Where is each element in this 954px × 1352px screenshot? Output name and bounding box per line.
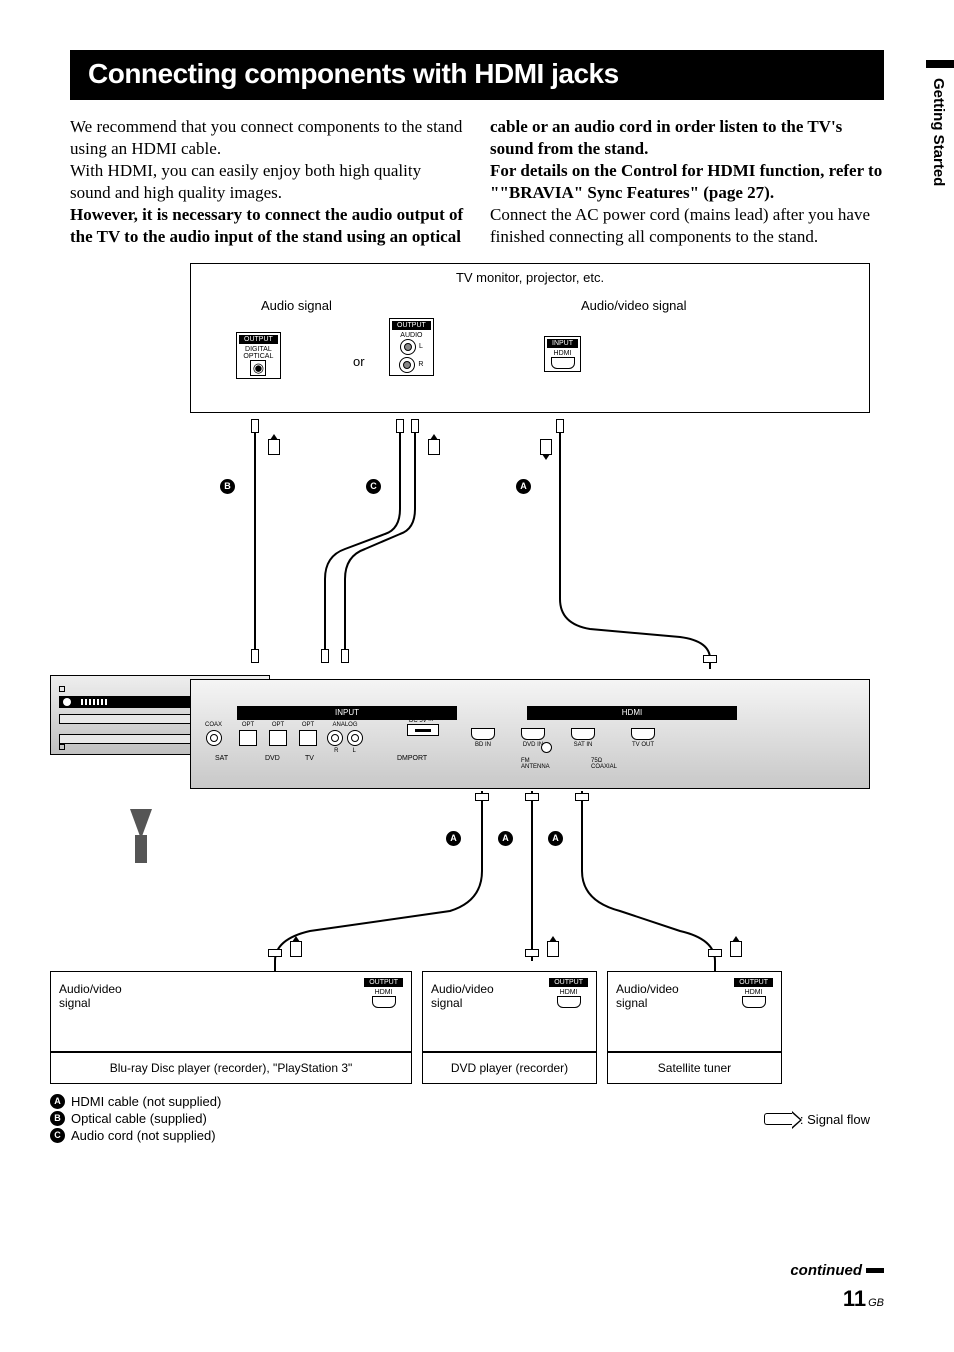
legend-item-c: CAudio cord (not supplied) [50,1128,221,1143]
marker-a: A [516,479,531,494]
fm-antenna-label: FM ANTENNA [521,758,550,770]
plug-icon [321,649,329,663]
section-tab-label: Getting Started [926,68,947,186]
analog-port: ANALOG RL [327,722,363,754]
dvd-label: DVD [265,755,280,762]
para4-bold: For details on the Control for HDMI func… [490,161,882,202]
av-signal-label: Audio/video signal [581,298,687,313]
av-signal-label: Audio/video signal [616,982,679,1011]
marker-a: A [548,831,563,846]
output-label-2: OUTPUT [392,321,431,330]
continued-mark-icon [866,1268,884,1273]
flow-arrow-icon [540,439,552,455]
para2: With HDMI, you can easily enjoy both hig… [70,161,421,202]
tv-out-port: TV OUT [631,724,655,748]
connection-diagram: TV monitor, projector, etc. Audio signal… [190,263,870,1145]
plug-icon [556,419,564,433]
big-arrow-stem [135,835,147,863]
flow-arrow-icon [730,941,742,957]
legend-item-b: BOptical cable (supplied) [50,1111,221,1126]
dmport-label: DMPORT [397,755,427,762]
bd-in-port: BD IN [471,724,495,748]
signal-flow-icon [764,1113,792,1125]
audio-label: AUDIO [400,332,422,339]
opt-port-3: OPT [299,722,317,748]
plug-icon [251,419,259,433]
legend-signal-flow: : Signal flow [764,1094,870,1145]
flow-arrow-icon [428,439,440,455]
hdmi-output-port: OUTPUT HDMI [734,978,773,1008]
hdmi-output-port: OUTPUT HDMI [549,978,588,1008]
receiver-hdmi-bar: HDMI [527,706,737,720]
source-row: Audio/video signal OUTPUT HDMI Blu-ray D… [50,971,870,1084]
opt-port-1: OPT [239,722,257,748]
source-name: DVD player (recorder) [423,1052,596,1083]
fm-antenna-jack [541,742,552,753]
hdmi-label: HDMI [554,350,572,357]
section-tab: Getting Started [926,60,954,220]
upper-wires [190,419,870,679]
tv-optical-output: OUTPUT DIGITAL OPTICAL ◉ [236,332,281,379]
plug-icon [411,419,419,433]
lower-cable-area: A A A [190,791,870,971]
tv-title: TV monitor, projector, etc. [191,270,869,285]
coax-port: COAX [205,722,222,748]
av-signal-label: Audio/video signal [59,982,122,1011]
intro-text-block: We recommend that you connect components… [70,116,884,249]
marker-a: A [498,831,513,846]
source-bluray: Audio/video signal OUTPUT HDMI Blu-ray D… [50,971,412,1084]
digital-label: DIGITAL [245,346,272,353]
plug-icon [525,949,539,957]
dmport [407,724,439,736]
legend: AHDMI cable (not supplied) BOptical cabl… [50,1094,870,1145]
plug-icon [268,949,282,957]
fm-coax-label: 75Ω COAXIAL [591,758,617,770]
optical-label: OPTICAL [243,353,273,360]
output-label: OUTPUT [239,335,278,344]
audio-signal-label: Audio signal [261,298,332,313]
plug-icon [575,793,589,801]
optical-port-icon: ◉ [250,360,266,376]
tv-label: TV [305,755,314,762]
flow-arrow-icon [547,941,559,957]
plug-icon [708,949,722,957]
right-label: R [418,361,423,368]
tv-analog-output: OUTPUT AUDIO L R [389,318,434,376]
source-name: Blu-ray Disc player (recorder), "PlaySta… [51,1052,411,1083]
hdmi-output-port: OUTPUT HDMI [364,978,403,1008]
plug-icon [251,649,259,663]
opt-port-2: OPT [269,722,287,748]
page-title: Connecting components with HDMI jacks [70,50,884,100]
sat-label: SAT [215,755,228,762]
marker-a: A [446,831,461,846]
para5: Connect the AC power cord (mains lead) a… [490,205,870,246]
hdmi-port-icon [551,357,575,369]
plug-icon [396,419,404,433]
tv-hdmi-input: INPUT HDMI [544,336,581,372]
plug-icon [341,649,349,663]
plug-icon [475,793,489,801]
tv-box: TV monitor, projector, etc. Audio signal… [190,263,870,413]
para1: We recommend that you connect components… [70,117,462,158]
input-label: INPUT [547,339,578,348]
or-label: or [353,354,365,369]
flow-arrow-icon [290,941,302,957]
marker-c: C [366,479,381,494]
upper-cable-area: B C A [190,419,870,679]
left-label: L [419,343,423,350]
page-footer: continued 11GB [790,1262,884,1312]
marker-b: B [220,479,235,494]
source-satellite: Audio/video signal OUTPUT HDMI Satellite… [607,971,782,1084]
sat-in-port: SAT IN [571,724,595,748]
av-signal-label: Audio/video signal [431,982,494,1011]
plug-icon [703,655,717,663]
continued-label: continued [790,1262,862,1279]
receiver-unit: INPUT HDMI COAX OPT OPT OPT ANALOG [190,679,870,789]
page-number: 11GB [790,1286,884,1312]
flow-arrow-icon [268,439,280,455]
plug-icon [525,793,539,801]
source-dvd: Audio/video signal OUTPUT HDMI DVD playe… [422,971,597,1084]
legend-item-a: AHDMI cable (not supplied) [50,1094,221,1109]
source-name: Satellite tuner [608,1052,781,1083]
